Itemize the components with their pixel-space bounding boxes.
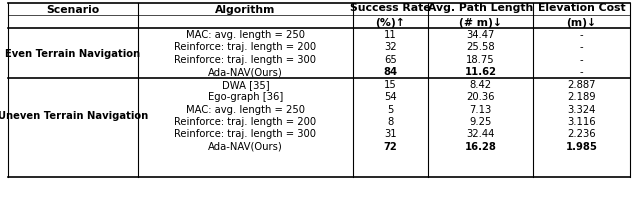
Text: 9.25: 9.25: [469, 116, 492, 126]
Text: 1.985: 1.985: [566, 141, 597, 151]
Text: 3.116: 3.116: [567, 116, 596, 126]
Text: Reinforce: traj. length = 300: Reinforce: traj. length = 300: [175, 55, 317, 65]
Text: 2.236: 2.236: [567, 129, 596, 139]
Text: Scenario: Scenario: [46, 5, 100, 15]
Text: -: -: [580, 30, 583, 40]
Text: 54: 54: [384, 92, 397, 102]
Text: (# m)↓: (# m)↓: [459, 18, 502, 28]
Text: Reinforce: traj. length = 300: Reinforce: traj. length = 300: [175, 129, 317, 139]
Text: 5: 5: [387, 104, 394, 114]
Text: 11: 11: [384, 30, 397, 40]
Text: 32.44: 32.44: [467, 129, 495, 139]
Text: -: -: [580, 42, 583, 52]
Text: Ego-graph [36]: Ego-graph [36]: [208, 92, 283, 102]
Text: Ada-NAV(Ours): Ada-NAV(Ours): [208, 67, 283, 77]
Text: Avg. Path Length: Avg. Path Length: [428, 3, 533, 13]
Text: 11.62: 11.62: [465, 67, 497, 77]
Text: Ada-NAV(Ours): Ada-NAV(Ours): [208, 141, 283, 151]
Text: 8: 8: [387, 116, 394, 126]
Text: 7.13: 7.13: [469, 104, 492, 114]
Text: 84: 84: [383, 67, 397, 77]
Text: MAC: avg. length = 250: MAC: avg. length = 250: [186, 104, 305, 114]
Text: 32: 32: [384, 42, 397, 52]
Text: (%)↑: (%)↑: [376, 18, 405, 28]
Text: 8.42: 8.42: [469, 79, 492, 89]
Text: 72: 72: [383, 141, 397, 151]
Text: -: -: [580, 67, 583, 77]
Text: 18.75: 18.75: [466, 55, 495, 65]
Text: Reinforce: traj. length = 200: Reinforce: traj. length = 200: [175, 116, 317, 126]
Text: 2.887: 2.887: [567, 79, 596, 89]
Text: 3.324: 3.324: [567, 104, 596, 114]
Text: 20.36: 20.36: [467, 92, 495, 102]
Text: -: -: [580, 55, 583, 65]
Text: Algorithm: Algorithm: [215, 5, 276, 15]
Text: 25.58: 25.58: [466, 42, 495, 52]
Text: 2.189: 2.189: [567, 92, 596, 102]
Text: Success Rate: Success Rate: [350, 3, 431, 13]
Text: Uneven Terrain Navigation: Uneven Terrain Navigation: [0, 110, 148, 120]
Text: Elevation Cost: Elevation Cost: [538, 3, 625, 13]
Text: 31: 31: [384, 129, 397, 139]
Text: 65: 65: [384, 55, 397, 65]
Text: Reinforce: traj. length = 200: Reinforce: traj. length = 200: [175, 42, 317, 52]
Text: 15: 15: [384, 79, 397, 89]
Text: (m)↓: (m)↓: [566, 18, 596, 28]
Text: Even Terrain Navigation: Even Terrain Navigation: [5, 48, 141, 58]
Text: 16.28: 16.28: [465, 141, 497, 151]
Text: 34.47: 34.47: [467, 30, 495, 40]
Text: MAC: avg. length = 250: MAC: avg. length = 250: [186, 30, 305, 40]
Text: DWA [35]: DWA [35]: [221, 79, 269, 89]
